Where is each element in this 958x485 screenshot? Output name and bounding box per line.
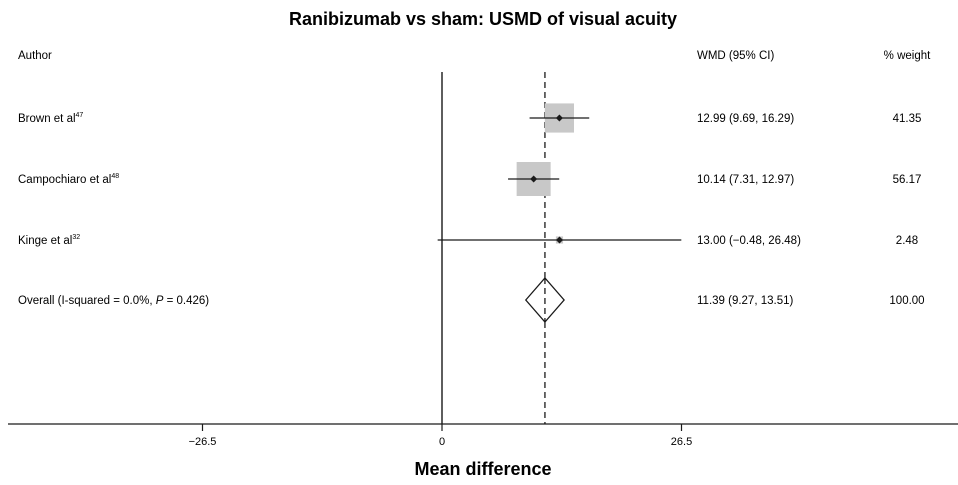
- overall-label-part: P: [156, 295, 164, 307]
- effect-estimate-text: 13.00 (−0.48, 26.48): [697, 235, 801, 247]
- x-tick-label: 26.5: [671, 436, 692, 448]
- weight-text: 41.35: [893, 113, 922, 125]
- study-author: Campochiaro et al: [18, 174, 111, 186]
- effect-estimate-text: 10.14 (7.31, 12.97): [697, 174, 794, 186]
- study-reference: 48: [111, 173, 119, 180]
- study-label: Brown et al47: [18, 112, 83, 125]
- chart-title: Ranibizumab vs sham: USMD of visual acui…: [289, 9, 677, 29]
- point-estimate: [555, 114, 563, 122]
- overall-weight-text: 100.00: [889, 295, 924, 307]
- overall-label-part: Overall (I-squared = 0.0%,: [18, 295, 156, 307]
- x-axis-label: Mean difference: [414, 459, 551, 479]
- study-author: Kinge et al: [18, 235, 72, 247]
- x-tick-label: 0: [439, 436, 445, 448]
- study-reference: 32: [72, 234, 80, 241]
- study-label: Kinge et al32: [18, 234, 80, 247]
- x-tick-label: −26.5: [189, 436, 217, 448]
- weight-text: 56.17: [893, 174, 922, 186]
- weight-text: 2.48: [896, 235, 918, 247]
- study-reference: 47: [76, 112, 84, 119]
- study-label: Campochiaro et al48: [18, 173, 119, 186]
- point-estimate: [555, 236, 563, 244]
- overall-effect-text: 11.39 (9.27, 13.51): [697, 295, 793, 307]
- point-estimate: [530, 175, 538, 183]
- header-weight: % weight: [884, 50, 931, 62]
- header-effect: WMD (95% CI): [697, 50, 774, 62]
- overall-label: Overall (I-squared = 0.0%, P = 0.426): [18, 295, 209, 307]
- study-author: Brown et al: [18, 113, 76, 125]
- overall-label-part: = 0.426): [163, 295, 209, 307]
- header-author: Author: [18, 50, 52, 62]
- effect-estimate-text: 12.99 (9.69, 16.29): [697, 113, 794, 125]
